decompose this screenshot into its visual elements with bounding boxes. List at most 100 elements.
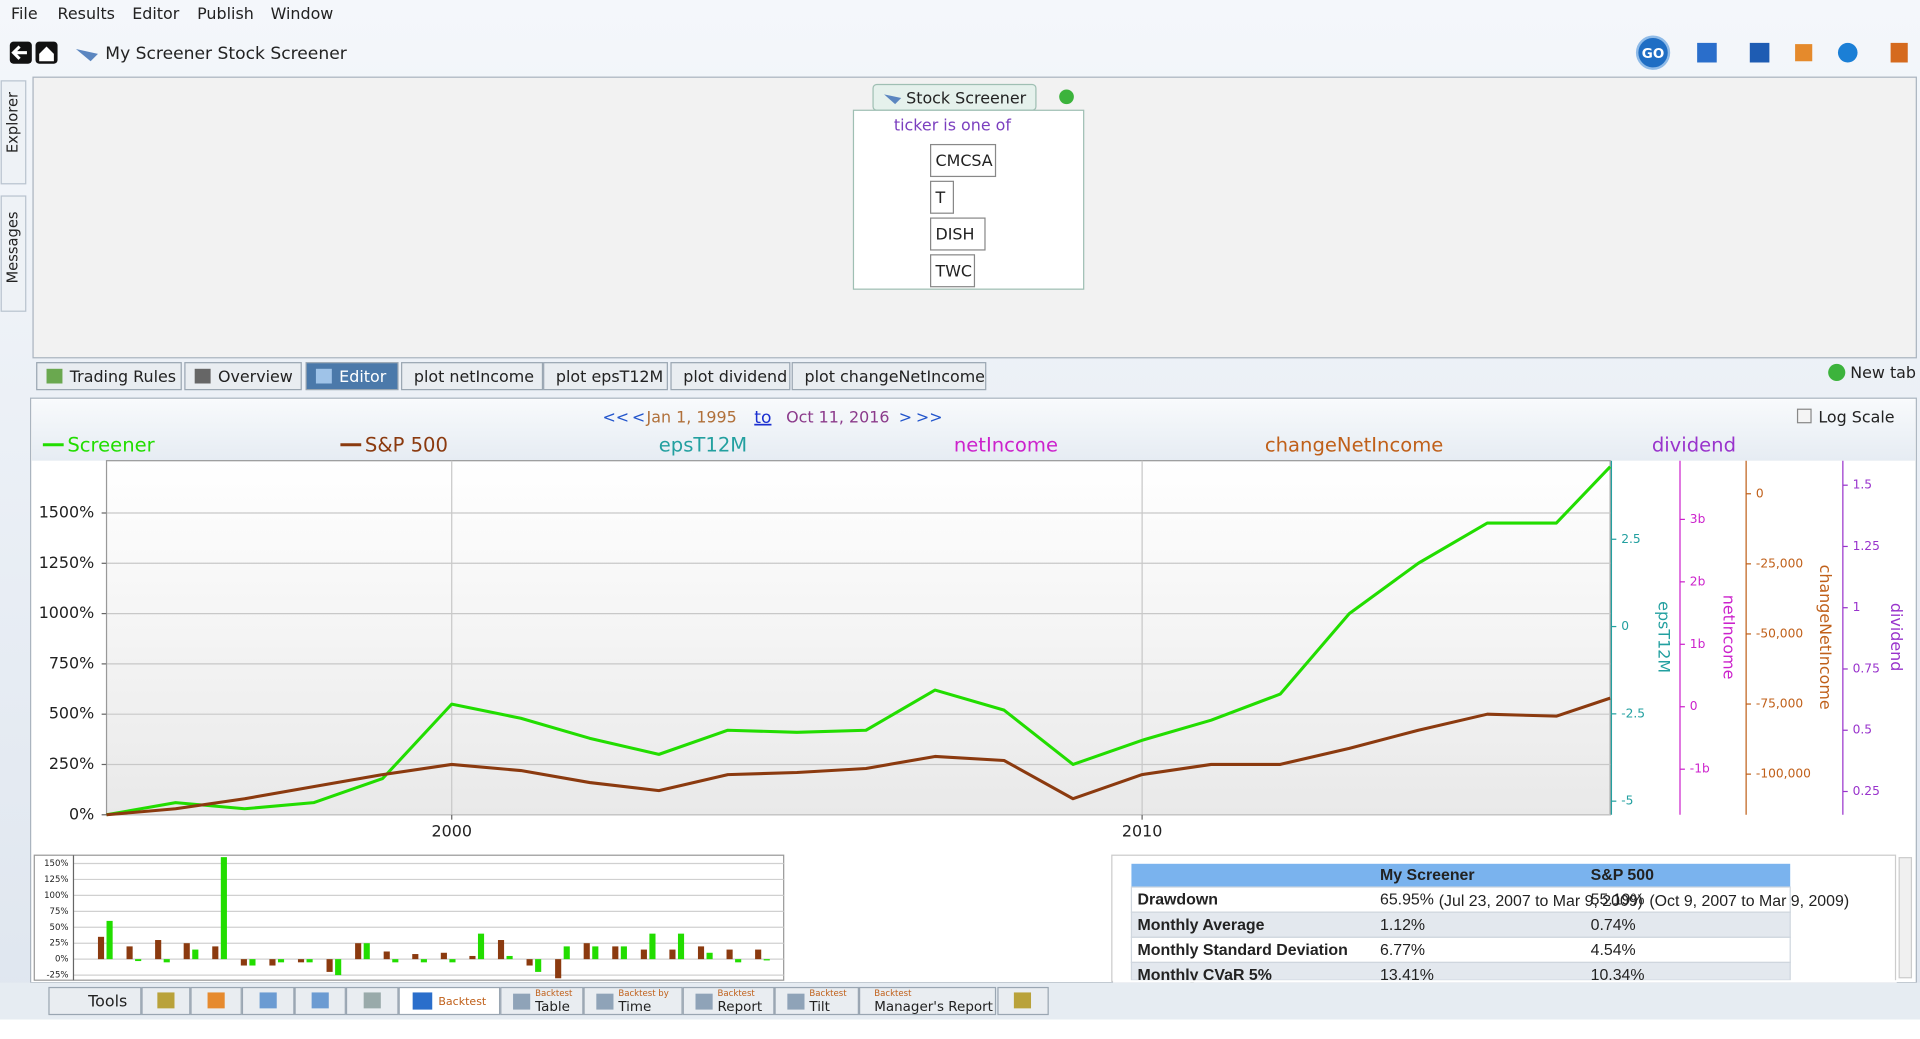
bar xyxy=(249,959,256,966)
bar xyxy=(620,946,627,960)
screener-icon xyxy=(75,49,98,62)
start-date[interactable]: Jan 1, 1995 xyxy=(646,407,737,426)
ticker-label: DISH xyxy=(936,225,975,244)
bar xyxy=(326,959,333,972)
scrollbar[interactable] xyxy=(1898,857,1913,979)
bottom-tab[interactable] xyxy=(48,986,142,1016)
x-tick-label: 2000 xyxy=(431,821,471,840)
nav-next[interactable]: > xyxy=(899,407,912,426)
log-scale-checkbox[interactable] xyxy=(1796,408,1812,424)
icon-tab[interactable] xyxy=(190,986,242,1016)
bar xyxy=(640,949,647,960)
editor-tab-label: Editor xyxy=(339,367,387,386)
table-row xyxy=(1130,911,1791,938)
table-cell: 13.41% xyxy=(1380,967,1434,984)
bar xyxy=(192,949,199,960)
y-tick-label: 25% xyxy=(50,939,69,949)
bottom-tab-caption: Backtest xyxy=(718,989,756,999)
side-tab[interactable] xyxy=(0,80,27,185)
exit-button[interactable] xyxy=(1890,42,1908,63)
menu-item[interactable]: Results xyxy=(58,4,115,23)
save-button[interactable] xyxy=(1749,42,1770,63)
ticker-box[interactable] xyxy=(930,217,986,251)
bar xyxy=(755,949,762,960)
axis-tick-label: 1b xyxy=(1690,637,1706,651)
y-tick-label: 500% xyxy=(49,704,94,723)
editor-tab-label: plot changeNetIncome xyxy=(804,367,984,386)
legend-label: S&P 500 xyxy=(365,433,448,456)
bar xyxy=(97,936,105,960)
bar xyxy=(440,952,447,960)
axis-tick-label: 0 xyxy=(1690,699,1698,713)
editor-tab[interactable] xyxy=(543,362,668,391)
menu-item[interactable]: Window xyxy=(271,4,334,23)
ticker-list: CMCSA T DISH TWC xyxy=(930,143,997,288)
ticker-box[interactable] xyxy=(930,180,955,214)
menu-item[interactable]: Editor xyxy=(132,4,180,23)
column-header: My Screener xyxy=(1380,867,1475,884)
new-tab-icon[interactable] xyxy=(1828,363,1846,382)
bar xyxy=(649,933,656,960)
new-tab-label[interactable]: New tab xyxy=(1850,363,1916,382)
plot-area xyxy=(105,460,1611,816)
axis-tick-label: -100,000 xyxy=(1756,767,1811,781)
table-cell: 1.12% xyxy=(1380,917,1425,934)
menu-item[interactable]: File xyxy=(11,4,38,23)
charts: 0%250%500%750%1000%1250%1500%2000 2010Scr… xyxy=(33,433,1906,981)
tab-icon xyxy=(157,992,175,1009)
bottom-tab-caption: Backtest by xyxy=(618,989,668,999)
menu-item[interactable]: Publish xyxy=(197,4,254,23)
table-cell: 55.19% xyxy=(1591,892,1645,909)
table-cell: 65.95% xyxy=(1380,892,1434,909)
axis-title: epsT12M xyxy=(1654,601,1673,673)
axis-tick-label: 3b xyxy=(1690,512,1706,526)
legend-label: Screener xyxy=(67,433,155,456)
bar xyxy=(506,955,513,960)
nav-first[interactable]: << xyxy=(602,407,629,426)
editor-tab-label: plot dividend xyxy=(683,367,787,386)
editor-tab[interactable] xyxy=(791,362,987,391)
bar xyxy=(526,959,533,966)
nav-last[interactable]: >> xyxy=(916,407,943,426)
ticker-box[interactable] xyxy=(930,143,997,178)
nav-prev[interactable]: < xyxy=(632,407,645,426)
y-tick-label: 125% xyxy=(44,875,68,885)
help-button[interactable] xyxy=(1837,42,1858,63)
legend-label: epsT12M xyxy=(659,433,747,456)
ticker-box[interactable] xyxy=(930,254,976,288)
bottom-tab-label: Backtest xyxy=(438,995,487,1008)
axis-tick-label: 1 xyxy=(1853,600,1861,614)
editor-tab[interactable] xyxy=(670,362,791,391)
axis-tick-label: 0.75 xyxy=(1853,661,1880,675)
legend-label: changeNetIncome xyxy=(1265,433,1443,456)
add-rule-button[interactable] xyxy=(1059,89,1074,105)
axis-tick-label: 0.5 xyxy=(1853,723,1872,737)
table-cell: 10.34% xyxy=(1591,967,1645,984)
back-icon xyxy=(11,45,27,60)
tab-icon xyxy=(513,993,531,1010)
bar xyxy=(763,959,770,961)
axis-tick-label: 1.25 xyxy=(1853,539,1880,553)
side-tab[interactable] xyxy=(0,195,27,312)
bar xyxy=(449,959,456,963)
go-button[interactable] xyxy=(1635,35,1671,70)
bottom-tab[interactable] xyxy=(858,986,997,1016)
axis-tick-label: -1b xyxy=(1690,762,1710,776)
legend-label: netIncome xyxy=(954,433,1058,456)
tab-icon xyxy=(194,368,211,384)
editor-tab-label: Overview xyxy=(218,367,293,386)
to-link[interactable]: to xyxy=(754,408,771,428)
chart-button[interactable] xyxy=(1697,42,1717,63)
axis-title: dividend xyxy=(1887,603,1906,671)
list-button[interactable] xyxy=(1795,44,1813,62)
axis-tick-label: -2.5 xyxy=(1621,706,1645,720)
editor-tab[interactable] xyxy=(401,362,544,391)
bottom-tab-label: Report xyxy=(718,999,763,1015)
y-tick-label: 0% xyxy=(55,955,69,965)
y-tick-label: 0% xyxy=(69,804,94,823)
table-note: (Jul 23, 2007 to Mar 9, 2009) xyxy=(1439,893,1643,910)
row-label: Monthly CVaR 5% xyxy=(1138,967,1272,984)
end-date[interactable]: Oct 11, 2016 xyxy=(786,407,889,426)
log-scale-label[interactable]: Log Scale xyxy=(1818,407,1894,426)
